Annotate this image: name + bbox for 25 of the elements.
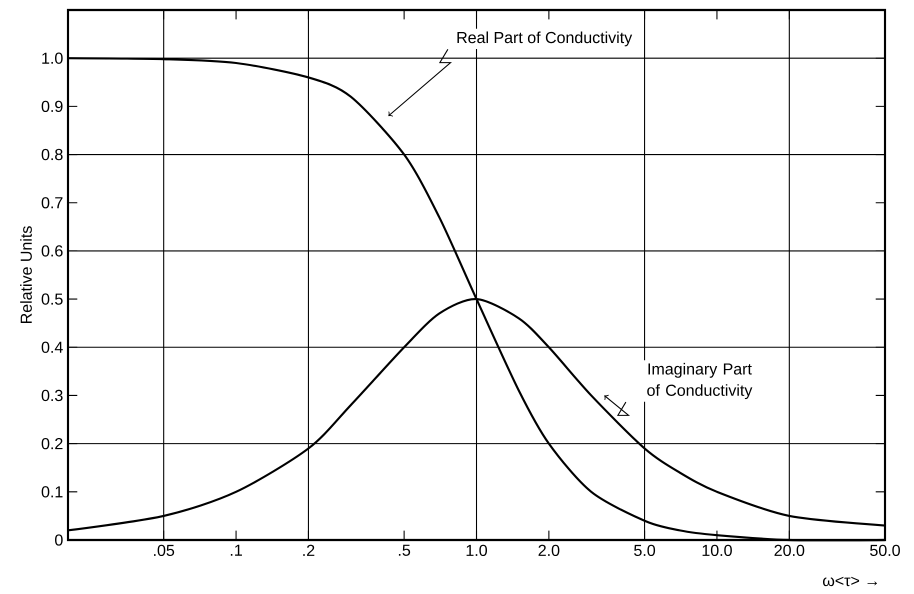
x-tick-label: 2.0 [538, 544, 560, 556]
y-tick-label: 0.4 [42, 342, 63, 353]
y-tick-label: 0.6 [42, 245, 63, 257]
x-tick-label: .05 [154, 544, 174, 556]
y-tick-label: 0.2 [42, 438, 62, 450]
annotation: Real Part of Conductivity [457, 31, 632, 46]
y-axis-title: Relative Units [20, 226, 32, 324]
y-tick-label: 1.0 [42, 52, 63, 64]
x-axis-title: ω<τ> → [823, 576, 878, 586]
x-tick-label: .1 [230, 544, 242, 556]
x-tick-label: .5 [398, 544, 410, 556]
x-tick-label: 1.0 [466, 544, 488, 556]
y-tick-label: 0.9 [42, 100, 63, 112]
y-tick-label: 0.3 [42, 390, 63, 402]
y-tick-label: 0.5 [42, 293, 63, 305]
x-tick-label: 50.0 [870, 544, 900, 556]
annotation: Imaginary Part of Conductivity [647, 362, 752, 400]
y-tick-label: 0.8 [42, 148, 63, 160]
x-tick-label: 5.0 [634, 544, 656, 556]
y-tick-label: 0.1 [42, 486, 63, 498]
x-tick-label: 10.0 [702, 544, 732, 556]
x-tick-label: .2 [303, 544, 314, 556]
y-tick-label: 0.7 [42, 197, 62, 208]
y-tick-label: 0 [55, 534, 63, 546]
x-tick-label: 20.0 [774, 544, 804, 556]
